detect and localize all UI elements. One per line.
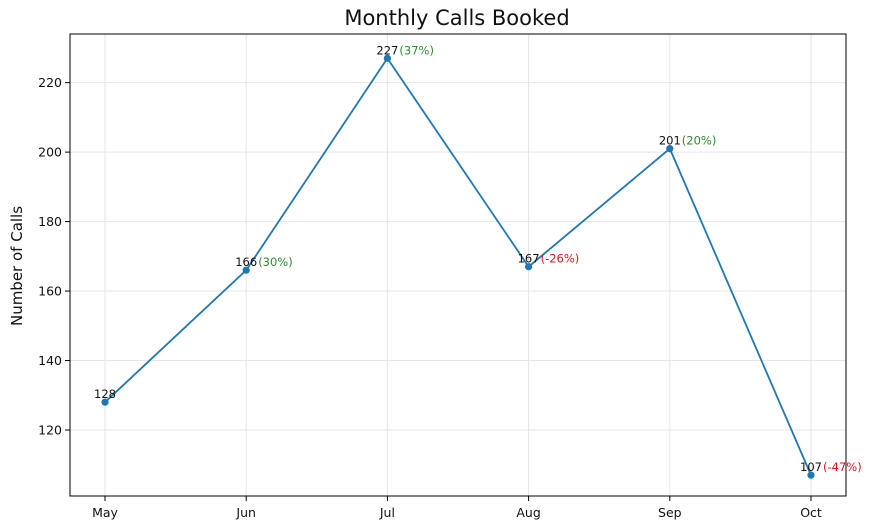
y-axis-label: Number of Calls xyxy=(8,206,26,326)
data-point xyxy=(101,398,109,406)
x-tick-label: Aug xyxy=(516,505,540,520)
y-tick-label: 120 xyxy=(38,423,62,438)
x-tick-label: Jun xyxy=(235,505,256,520)
data-point xyxy=(666,145,674,153)
value-label: 227 xyxy=(376,43,398,57)
x-tick-label: Sep xyxy=(658,505,682,520)
y-tick-label: 180 xyxy=(38,214,62,229)
value-label: 128 xyxy=(94,387,116,401)
y-tick-label: 200 xyxy=(38,145,62,160)
y-tick-label: 140 xyxy=(38,353,62,368)
data-point xyxy=(525,263,533,271)
data-point xyxy=(807,471,815,479)
value-label: 201 xyxy=(659,134,681,148)
y-tick-label: 220 xyxy=(38,75,62,90)
axes: May Jun Jul Aug Sep Oct 120 140 160 180 200 220 xyxy=(38,33,847,520)
y-tick-label: 160 xyxy=(38,284,62,299)
change-label: (30%) xyxy=(258,255,293,269)
x-tick-label: May xyxy=(92,505,118,520)
series-line xyxy=(104,56,812,476)
chart-title: Monthly Calls Booked xyxy=(344,6,569,30)
plot-frame xyxy=(69,33,847,497)
x-tick-label: Jul xyxy=(379,505,395,520)
data-point xyxy=(242,266,250,274)
change-label: (37%) xyxy=(399,43,434,57)
x-tick-label: Oct xyxy=(800,505,822,520)
change-label: (20%) xyxy=(682,134,717,148)
grid-lines xyxy=(70,34,846,496)
data-labels: 128 166 (30%) 227 (37%) 167 (-26%) 201 (20%) 107(… xyxy=(94,43,862,474)
change-label: (-26%) xyxy=(541,252,580,266)
change-label: (-47%) xyxy=(823,460,862,474)
value-label: 167 xyxy=(518,252,540,266)
value-label: 107 xyxy=(800,460,822,474)
series-calls xyxy=(101,54,815,479)
data-point xyxy=(383,54,391,62)
value-label: 166 xyxy=(235,255,257,269)
